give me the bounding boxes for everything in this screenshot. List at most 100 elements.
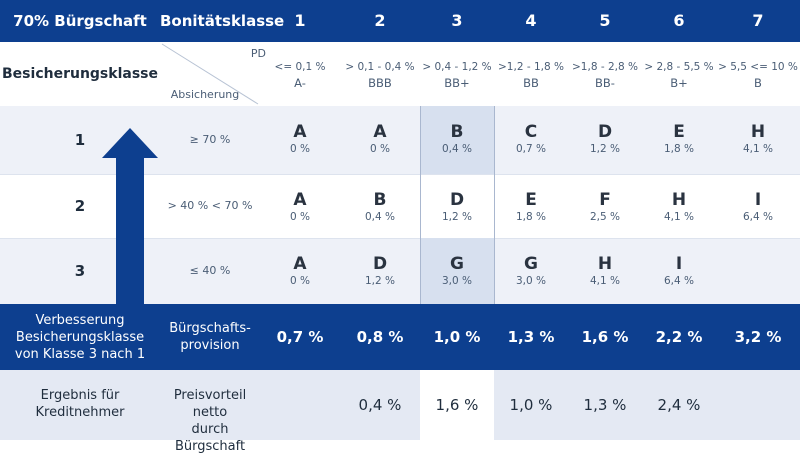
pd-range: > 5,5 <= 10 % [718, 61, 798, 73]
grade-letter: E [525, 190, 537, 210]
grade-letter: A [293, 122, 307, 142]
column-number-4: 4 [525, 11, 537, 30]
row-label-2: 2 [74, 197, 86, 215]
grade-letter: D [372, 254, 388, 274]
provision-value: 1,0 % [433, 328, 481, 346]
absicherung-value: ≥ 70 % [189, 133, 231, 146]
grade-value: 0,7 % [515, 143, 546, 155]
grade-letter: G [450, 254, 464, 274]
column-number-6: 6 [673, 11, 685, 30]
provision-label-line: Bürgschafts- [169, 321, 251, 336]
grade-value: 1,2 % [589, 143, 620, 155]
arrow-up-icon [102, 128, 158, 306]
grade-value: 1,8 % [663, 143, 694, 155]
result-highlight-cell [420, 370, 494, 440]
column-frame-line [494, 106, 495, 440]
pd-range: > 2,8 - 5,5 % [644, 61, 714, 73]
provision-value: 1,6 % [581, 328, 629, 346]
row-divider [0, 174, 800, 175]
result-value [260, 370, 340, 440]
grade-letter: F [599, 190, 611, 210]
improvement-label-line: von Klasse 3 nach 1 [14, 347, 146, 362]
grade-letter: H [750, 122, 766, 142]
improvement-label-line: Besicherungsklasse [15, 330, 145, 345]
highlight-cell [420, 106, 494, 174]
securing-class-label: Besicherungsklasse [2, 66, 158, 82]
result-label-line: Preisvorteil netto [173, 388, 247, 420]
column-number-5: 5 [599, 11, 611, 30]
grade-letter: A [373, 122, 387, 142]
pd-range: <= 0,1 % [274, 61, 326, 73]
grade-value: 1,8 % [515, 211, 546, 223]
grade-letter: E [673, 122, 685, 142]
grade-value: 1,2 % [441, 211, 472, 223]
rating: A- [294, 76, 306, 90]
result-label: Preisvorteil netto durch Bürgschaft [160, 387, 260, 455]
result-value: 0,4 % [358, 396, 402, 414]
result-left-label-line: Ergebnis für [40, 388, 120, 403]
row-divider [0, 238, 800, 239]
diagonal-divider [161, 43, 259, 105]
grade-value: 0 % [290, 211, 310, 223]
column-frame-line [420, 106, 421, 440]
result-value: 1,3 % [583, 396, 627, 414]
grade-letter: A [293, 254, 307, 274]
result-value: 1,6 % [435, 396, 479, 414]
provision-label-line: provision [180, 338, 240, 353]
rating: BB- [595, 76, 615, 90]
grade-value: 3,0 % [441, 275, 472, 287]
pd-range: >1,8 - 2,8 % [572, 61, 638, 73]
result-value: 1,0 % [509, 396, 553, 414]
column-number-7: 7 [752, 11, 764, 30]
provision-value: 2,2 % [655, 328, 703, 346]
result-value: 2,4 % [657, 396, 701, 414]
grade-letter: B [450, 122, 464, 142]
pd-range: >1,2 - 1,8 % [498, 61, 564, 73]
grade-letter: B [373, 190, 387, 210]
grade-value: 4,1 % [663, 211, 694, 223]
grade-letter: I [754, 190, 762, 210]
grade-letter: H [671, 190, 687, 210]
grade-value: 1,2 % [364, 275, 395, 287]
provision-value: 0,8 % [356, 328, 404, 346]
rating: BB+ [444, 76, 470, 90]
rating: B [754, 76, 762, 90]
grade-letter: D [597, 122, 613, 142]
provision-value: 3,2 % [734, 328, 782, 346]
improvement-label: Verbesserung Besicherungsklasse von Klas… [0, 312, 160, 363]
pd-label: PD [250, 47, 266, 60]
grade-value: 2,5 % [589, 211, 620, 223]
absicherung-label: Absicherung [170, 88, 240, 101]
column-number-2: 2 [374, 11, 386, 30]
grade-value: 0 % [290, 275, 310, 287]
grade-value: 6,4 % [742, 211, 773, 223]
grade-value: 0,4 % [441, 143, 472, 155]
provision-value: 1,3 % [507, 328, 555, 346]
grade-value: 0 % [290, 143, 310, 155]
provision-band [0, 304, 800, 370]
grade-letter: G [524, 254, 538, 274]
grade-value: 4,1 % [589, 275, 620, 287]
result-value [716, 370, 800, 440]
provision-label: Bürgschafts- provision [160, 320, 260, 354]
rating: B+ [670, 76, 688, 90]
grade-letter: I [675, 254, 683, 274]
improvement-label-line: Verbesserung [35, 313, 125, 328]
pd-range: > 0,1 - 0,4 % [345, 61, 415, 73]
grade-value: 0,4 % [364, 211, 395, 223]
absicherung-value: ≤ 40 % [189, 264, 231, 277]
grade-value: 6,4 % [663, 275, 694, 287]
grade-letter: H [597, 254, 613, 274]
row-label-1: 1 [74, 131, 86, 149]
pd-range: > 0,4 - 1,2 % [422, 61, 492, 73]
column-number-3: 3 [451, 11, 463, 30]
grade-value: 0 % [370, 143, 390, 155]
highlight-cell [420, 238, 494, 304]
table-title: 70% Bürgschaft [13, 12, 147, 30]
grade-letter: C [524, 122, 538, 142]
result-band [0, 370, 800, 440]
provision-value: 0,7 % [276, 328, 324, 346]
column-number-1: 1 [294, 11, 306, 30]
row-label-3: 3 [74, 262, 86, 280]
